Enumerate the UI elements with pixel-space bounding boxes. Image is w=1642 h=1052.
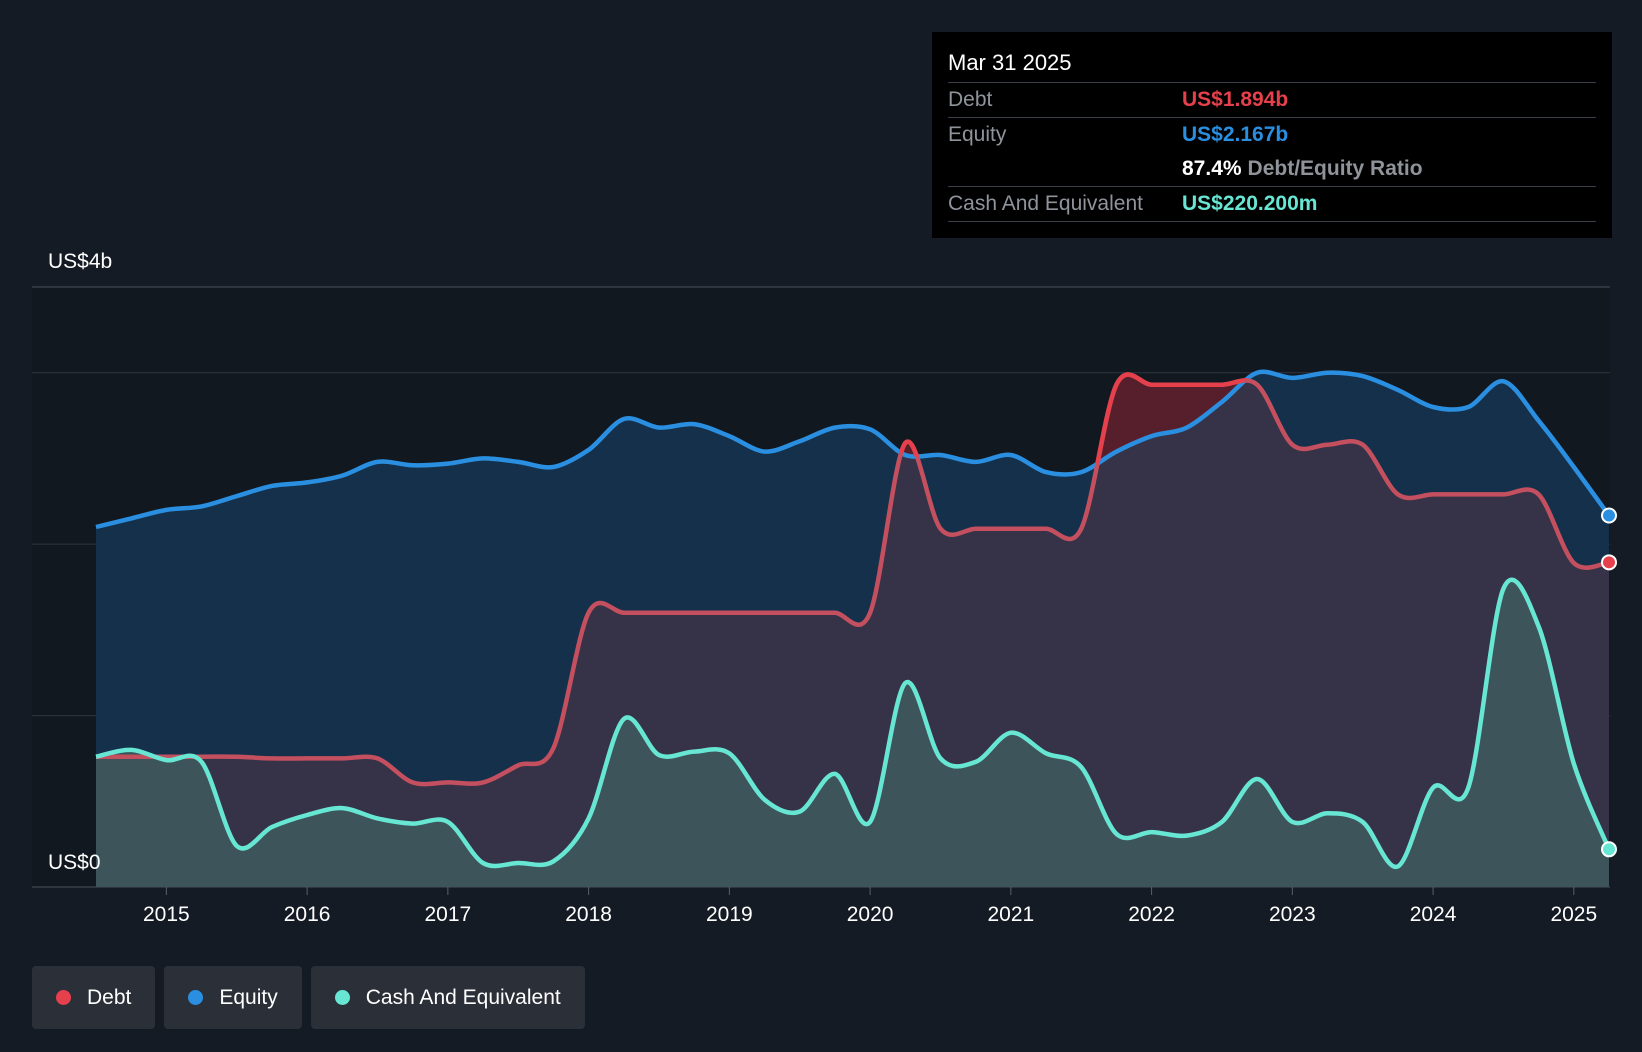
- tooltip-ratio-row: 87.4% Debt/Equity Ratio: [948, 152, 1596, 187]
- legend-item-debt[interactable]: Debt: [32, 966, 156, 1029]
- legend-dot-debt: [56, 990, 71, 1005]
- x-tick-label: 2025: [1550, 903, 1597, 926]
- end-markers: [1601, 507, 1617, 858]
- x-tick-label: 2017: [425, 903, 472, 926]
- x-tick-label: 2020: [847, 903, 894, 926]
- legend-label-debt: Debt: [87, 985, 132, 1009]
- tooltip-ratio-label: Debt/Equity Ratio: [1247, 157, 1423, 180]
- x-tick-label: 2023: [1269, 903, 1316, 926]
- x-axis-ticks: 2015 2016 2017 2018 2019 2020 2021 2022 2023 2024…: [143, 887, 1597, 926]
- x-tick-label: 2016: [284, 903, 331, 926]
- debt-area: [96, 374, 1609, 887]
- legend-label-cash: Cash And Equivalent: [365, 985, 561, 1009]
- tooltip-debt-row: Debt US$1.894b: [948, 83, 1596, 118]
- tooltip-cash-value: US$220.200m: [1182, 192, 1318, 215]
- tooltip-equity-row: Equity US$2.167b: [948, 118, 1596, 152]
- equity-line: [95, 369, 1611, 530]
- series-areas: [96, 371, 1609, 887]
- x-tick-label: 2024: [1410, 903, 1457, 926]
- tooltip-equity-label: Equity: [948, 123, 1007, 146]
- x-tick-label: 2022: [1128, 903, 1175, 926]
- chart-legend: Debt Equity Cash And Equivalent: [32, 966, 585, 1029]
- debt-line: [95, 372, 1610, 787]
- legend-label-equity: Equity: [219, 985, 278, 1009]
- series-lines: [95, 369, 1612, 869]
- legend-item-equity[interactable]: Equity: [164, 966, 302, 1029]
- equity-end-marker: [1601, 507, 1617, 524]
- x-tick-label: 2018: [565, 903, 612, 926]
- debt-end-marker: [1601, 554, 1617, 571]
- chart-tooltip: Mar 31 2025 Debt US$1.894b Equity US$2.1…: [932, 32, 1612, 238]
- y-axis-zero-label: US$0: [48, 851, 101, 874]
- legend-dot-equity: [188, 990, 204, 1005]
- cash-area: [96, 579, 1609, 887]
- tooltip-cash-label: Cash And Equivalent: [948, 192, 1143, 215]
- tooltip-date: Mar 31 2025: [948, 42, 1596, 83]
- x-tick-label: 2015: [143, 903, 190, 926]
- x-tick-label: 2021: [987, 903, 1034, 926]
- tooltip-ratio-value: 87.4%: [1182, 157, 1242, 180]
- tooltip-debt-value: US$1.894b: [1182, 88, 1289, 111]
- legend-dot-cash: [334, 990, 350, 1005]
- tooltip-cash-row: Cash And Equivalent US$220.200m: [948, 187, 1596, 222]
- tooltip-equity-value: US$2.167b: [1182, 123, 1289, 146]
- tooltip-debt-label: Debt: [948, 88, 993, 111]
- cash-end-marker: [1601, 841, 1617, 858]
- legend-item-cash[interactable]: Cash And Equivalent: [310, 966, 585, 1029]
- y-axis-top-label: US$4b: [48, 250, 113, 273]
- x-tick-label: 2019: [706, 903, 753, 926]
- cash-line: [95, 577, 1612, 869]
